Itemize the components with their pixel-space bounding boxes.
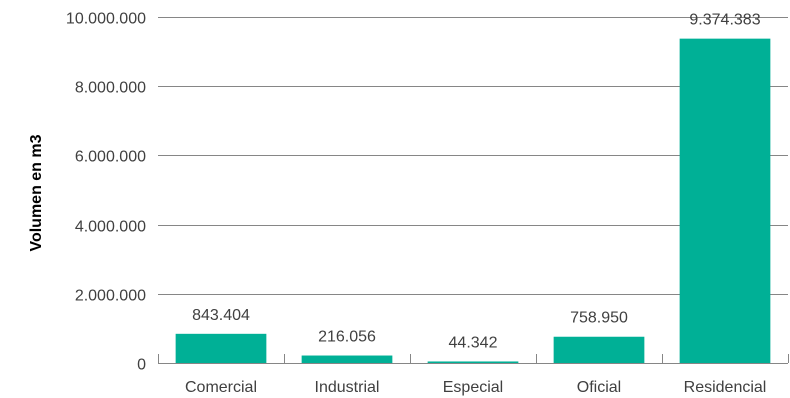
y-tick-label: 2.000.000 (75, 288, 146, 305)
y-tick-label: 0 (137, 357, 146, 374)
y-tick-label: 10.000.000 (66, 11, 146, 28)
bar-value-label: 843.404 (192, 307, 250, 324)
x-category-label: Industrial (315, 379, 380, 396)
bar (301, 355, 393, 363)
bar-value-label: 9.374.383 (689, 12, 760, 29)
x-category-label: Oficial (577, 379, 621, 396)
y-axis-title: Volumen en m3 (28, 134, 45, 251)
y-tick-label: 4.000.000 (75, 219, 146, 236)
data-labels: 843.404 216.056 44.342 758.950 9.374.383 (192, 12, 761, 352)
x-axis-category-labels: Comercial Industrial Especial Oficial Reside… (185, 379, 766, 396)
bar (427, 361, 519, 363)
y-tick-label: 8.000.000 (75, 80, 146, 97)
x-axis (158, 354, 789, 364)
bar-value-label: 44.342 (449, 334, 498, 351)
y-axis-tick-labels: 0 2.000.000 4.000.000 6.000.000 8.000.000 10.… (66, 11, 146, 374)
x-category-label: Especial (443, 379, 503, 396)
x-category-label: Comercial (185, 379, 257, 396)
y-tick-label: 6.000.000 (75, 149, 146, 166)
bars (175, 38, 771, 363)
bar (175, 333, 267, 363)
bar (679, 38, 771, 363)
bar (553, 336, 645, 363)
x-category-label: Residencial (684, 379, 767, 396)
bar-value-label: 758.950 (570, 310, 628, 327)
bar-value-label: 216.056 (318, 329, 376, 346)
